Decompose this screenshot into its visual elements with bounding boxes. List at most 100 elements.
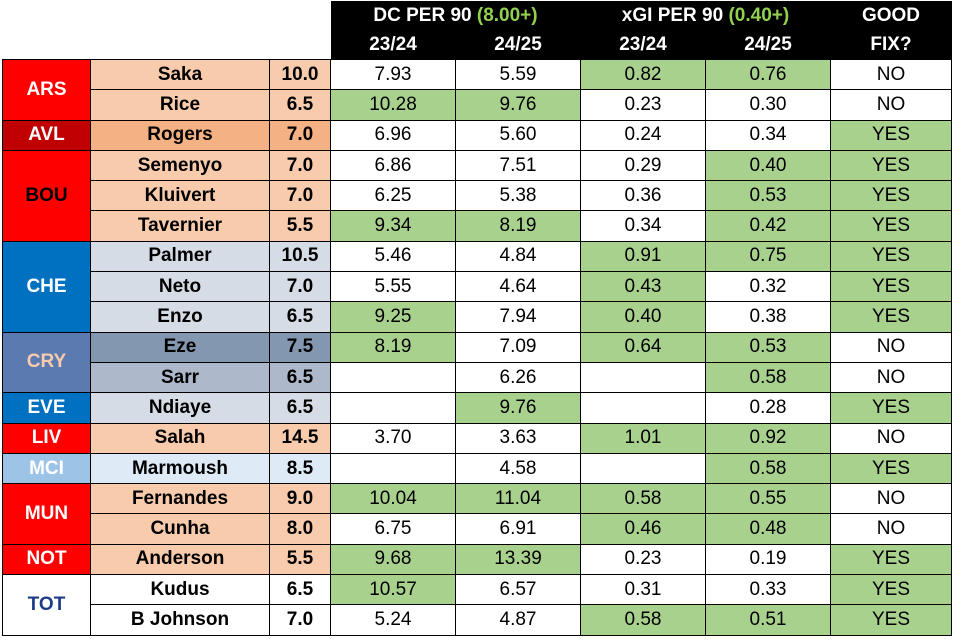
xgi-2324-value: 0.24 [580,119,706,151]
good-fix-value: YES [830,210,952,242]
player-price: 14.5 [269,422,331,454]
header-row-2: 23/24 24/25 23/24 24/25 FIX? [2,30,952,60]
dc-season-2425: 24/25 [455,30,581,60]
team-code-not: NOT [2,543,91,576]
dc-2324-value: 6.86 [330,149,456,182]
team-code-tot: TOT [2,574,91,636]
player-price: 8.5 [269,452,331,485]
xgi-2324-value: 0.40 [580,301,706,333]
player-name: Tavernier [90,210,270,242]
dc-2425-value: 7.51 [455,149,581,182]
player-price: 5.5 [269,210,331,242]
dc-2425-value: 9.76 [455,392,581,424]
dc-2324-value: 10.28 [330,89,456,121]
table-row: AVL Rogers 7.0 6.96 5.60 0.24 0.34 YES [2,119,952,151]
xgi-2425-value: 0.48 [705,513,831,545]
player-price: 7.0 [269,119,331,151]
good-fix-value: YES [830,240,952,273]
dc-2324-value: 6.25 [330,180,456,212]
xgi-2324-value: 0.23 [580,543,706,576]
xgi-2324-value: 0.31 [580,574,706,606]
xgi-2324-value: 0.46 [580,513,706,545]
good-fix-header-bottom: FIX? [830,30,952,60]
dc-2324-value [330,392,456,424]
table-row: EVE Ndiaye 6.5 9.76 0.28 YES [2,392,952,424]
player-name: Semenyo [90,149,270,182]
team-code-liv: LIV [2,422,91,454]
good-fix-value: YES [830,271,952,303]
player-price: 9.0 [269,483,331,515]
table-row: B Johnson 7.0 5.24 4.87 0.58 0.51 YES [3,604,952,636]
good-fix-value: NO [830,331,952,363]
player-price: 6.5 [269,361,331,394]
dc-2425-value: 4.64 [455,271,581,303]
table-row: LIV Salah 14.5 3.70 3.63 1.01 0.92 NO [2,422,952,454]
good-fix-value: NO [830,361,952,394]
player-price: 7.5 [269,331,331,363]
dc-2324-value: 10.04 [330,483,456,515]
player-price: 7.0 [269,604,331,636]
dc-2425-value: 5.59 [455,58,581,91]
player-name: Neto [90,271,270,303]
xgi-2425-value: 0.32 [705,271,831,303]
table-row: Rice 6.5 10.28 9.76 0.23 0.30 NO [3,89,952,121]
dc-2425-value: 4.58 [455,452,581,485]
dc-2324-value: 9.68 [330,543,456,576]
dc-2425-value: 3.63 [455,422,581,454]
team-code-mun: MUN [2,483,91,545]
xgi-season-2425: 24/25 [705,30,831,60]
good-fix-value: YES [830,604,952,636]
good-fix-value: NO [830,58,952,91]
player-price: 6.5 [269,392,331,424]
player-name: Eze [90,331,270,363]
xgi-2324-value: 0.36 [580,180,706,212]
dc-2425-value: 7.94 [455,301,581,333]
player-price: 8.0 [269,513,331,545]
player-price: 6.5 [269,89,331,121]
good-fix-value: YES [830,452,952,485]
player-name: Marmoush [90,452,270,485]
good-fix-value: YES [830,543,952,576]
dc-per-90-header: DC PER 90 (8.00+) [330,1,581,30]
good-fix-header-top: GOOD [830,1,952,30]
player-price: 7.0 [269,180,331,212]
dc-2324-value: 5.46 [330,240,456,273]
dc-2425-value: 6.57 [455,574,581,606]
team-code-ars: ARS [2,59,91,121]
player-name: Cunha [90,513,270,545]
xgi-2425-value: 0.28 [705,392,831,424]
dc-2425-value: 5.60 [455,119,581,151]
dc-2425-value: 9.76 [455,89,581,121]
xgi-2425-value: 0.75 [705,240,831,273]
dc-2324-value: 8.19 [330,331,456,363]
table-row: Cunha 8.0 6.75 6.91 0.46 0.48 NO [3,513,952,545]
dc-title: DC PER 90 [373,4,472,26]
xgi-2425-value: 0.30 [705,89,831,121]
dc-2425-value: 4.84 [455,240,581,273]
header-spacer [2,1,331,30]
table-row: ARS Saka 10.0 7.93 5.59 0.82 0.76 NO [2,58,952,121]
xgi-2425-value: 0.76 [705,58,831,91]
good-fix-value: YES [830,392,952,424]
xgi-2425-value: 0.51 [705,604,831,636]
dc-2425-value: 5.38 [455,180,581,212]
dc-2425-value: 6.26 [455,361,581,394]
team-code-mci: MCI [2,452,91,485]
team-code-bou: BOU [2,149,91,242]
dc-2425-value: 4.87 [455,604,581,636]
player-name: Salah [90,422,270,454]
player-name: Saka [90,58,270,91]
xgi-2425-value: 0.53 [705,331,831,363]
player-name: Rice [90,89,270,121]
xgi-2425-value: 0.92 [705,422,831,454]
good-fix-value: YES [830,574,952,606]
xgi-2324-value: 0.58 [580,483,706,515]
xgi-2425-value: 0.33 [705,574,831,606]
good-fix-value: YES [830,119,952,151]
table-row: MCI Marmoush 8.5 4.58 0.58 YES [2,452,952,485]
xgi-2425-value: 0.53 [705,180,831,212]
table-row: CHE Palmer 10.5 5.46 4.84 0.91 0.75 YES [2,240,952,333]
dc-2425-value: 7.09 [455,331,581,363]
table-body: ARS Saka 10.0 7.93 5.59 0.82 0.76 NO Rice 6.5 10.2… [2,58,952,636]
